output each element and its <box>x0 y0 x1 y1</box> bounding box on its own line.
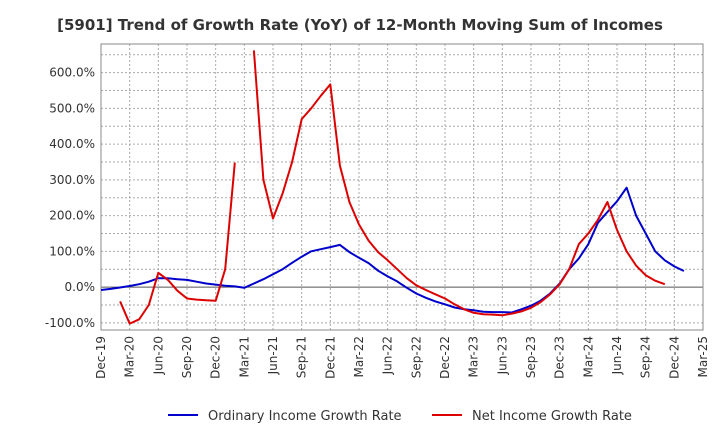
net-income-line <box>119 162 236 325</box>
legend-net-income-label: Net Income Growth Rate <box>472 409 632 424</box>
y-tick-label: 500.0% <box>49 101 95 115</box>
chart-title: [5901] Trend of Growth Rate (YoY) of 12-… <box>57 16 663 34</box>
x-tick-label: Jun-21 <box>266 336 280 375</box>
series-lines <box>100 50 685 325</box>
x-tick-label: Jun-20 <box>151 336 165 375</box>
net-income-line <box>252 50 666 317</box>
x-tick-label: Dec-22 <box>438 336 452 379</box>
x-tick-label: Sep-20 <box>180 336 194 378</box>
legend-ordinary-income-label: Ordinary Income Growth Rate <box>208 409 402 424</box>
x-tick-label: Sep-23 <box>524 336 538 378</box>
x-tick-label: Jun-23 <box>495 336 509 375</box>
y-tick-label: 600.0% <box>49 66 95 80</box>
x-tick-label: Dec-19 <box>94 336 108 379</box>
x-tick-label: Dec-20 <box>209 336 223 379</box>
y-tick-label: 100.0% <box>49 244 95 258</box>
y-tick-label: -100.0% <box>45 316 95 330</box>
y-tick-label: 400.0% <box>49 137 95 151</box>
x-tick-label: Mar-21 <box>237 336 251 377</box>
x-tick-label: Dec-24 <box>667 336 681 379</box>
x-tick-label: Mar-20 <box>123 336 137 377</box>
x-tick-label: Mar-22 <box>352 336 366 377</box>
x-tick-label: Mar-25 <box>696 336 710 377</box>
x-tick-label: Mar-23 <box>467 336 481 377</box>
x-tick-label: Dec-23 <box>553 336 567 379</box>
x-tick-label: Sep-24 <box>639 336 653 378</box>
x-tick-label: Jun-22 <box>381 336 395 375</box>
x-axis: Dec-19 Mar-20 Jun-20 Sep-20 Dec-20 Mar-21 Jun-… <box>94 336 710 379</box>
x-tick-label: Mar-24 <box>581 336 595 377</box>
x-tick-label: Sep-21 <box>295 336 309 378</box>
grid <box>101 44 703 330</box>
legend: Ordinary Income Growth Rate Net Income Gr… <box>168 409 632 424</box>
ordinary-income-line <box>100 186 685 314</box>
y-axis: -100.0% 0.0% 100.0% 200.0% 300.0% 400.0% 500.0… <box>45 66 95 330</box>
x-tick-label: Sep-22 <box>409 336 423 378</box>
y-tick-label: 0.0% <box>65 280 96 294</box>
plot-area <box>100 43 704 331</box>
x-tick-label: Dec-21 <box>323 336 337 379</box>
x-tick-label: Jun-24 <box>610 336 624 375</box>
y-tick-label: 300.0% <box>49 173 95 187</box>
y-tick-label: 200.0% <box>49 209 95 223</box>
